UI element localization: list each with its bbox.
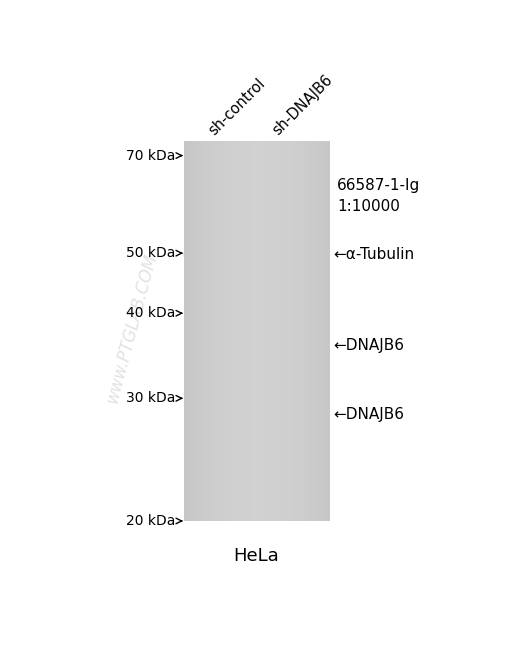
Text: sh-control: sh-control [205, 75, 268, 138]
Text: HeLa: HeLa [233, 547, 279, 565]
Text: 70 kDa: 70 kDa [126, 149, 175, 162]
Text: www.PTGLAB.COM: www.PTGLAB.COM [103, 252, 160, 405]
Text: ←DNAJB6: ←DNAJB6 [333, 338, 404, 353]
Ellipse shape [282, 411, 308, 422]
Text: ←α-Tubulin: ←α-Tubulin [333, 247, 414, 262]
Text: 40 kDa: 40 kDa [126, 306, 175, 320]
Text: 66587-1-Ig
1:10000: 66587-1-Ig 1:10000 [337, 178, 420, 214]
Ellipse shape [265, 236, 323, 268]
Ellipse shape [206, 334, 253, 355]
Text: 20 kDa: 20 kDa [126, 514, 175, 528]
Ellipse shape [209, 338, 250, 351]
Text: 30 kDa: 30 kDa [126, 391, 175, 406]
Ellipse shape [189, 393, 259, 435]
Ellipse shape [280, 408, 310, 426]
Text: sh-DNAJB6: sh-DNAJB6 [270, 72, 336, 138]
Ellipse shape [205, 471, 235, 481]
Ellipse shape [201, 456, 214, 478]
Ellipse shape [203, 468, 238, 484]
Text: 50 kDa: 50 kDa [126, 246, 175, 260]
Text: ←DNAJB6: ←DNAJB6 [333, 407, 404, 422]
Ellipse shape [189, 241, 259, 267]
Ellipse shape [202, 460, 213, 474]
Ellipse shape [184, 233, 265, 275]
Ellipse shape [269, 242, 319, 262]
Ellipse shape [194, 401, 254, 427]
